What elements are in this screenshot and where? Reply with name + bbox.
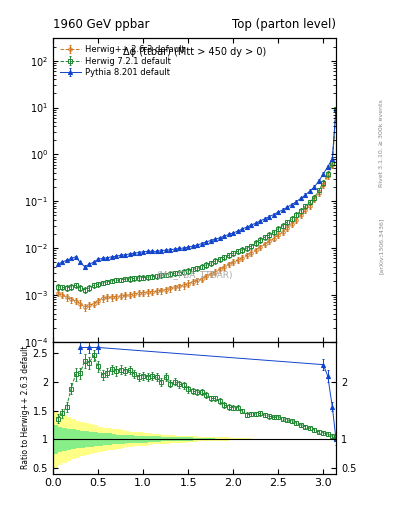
Text: Δϕ (t̅tbar) (Mtt > 450 dy > 0): Δϕ (t̅tbar) (Mtt > 450 dy > 0) xyxy=(123,48,266,57)
Text: Rivet 3.1.10, ≥ 300k events: Rivet 3.1.10, ≥ 300k events xyxy=(379,99,384,187)
Legend: Herwig++ 2.6.3 default, Herwig 7.2.1 default, Pythia 8.201 default: Herwig++ 2.6.3 default, Herwig 7.2.1 def… xyxy=(57,42,187,79)
Text: Top (parton level): Top (parton level) xyxy=(232,18,336,31)
Text: (MC_FBA_TTBAR): (MC_FBA_TTBAR) xyxy=(156,270,233,280)
Y-axis label: Ratio to Herwig++ 2.6.3 default: Ratio to Herwig++ 2.6.3 default xyxy=(21,346,30,470)
Text: [arXiv:1306.3436]: [arXiv:1306.3436] xyxy=(379,218,384,274)
Text: 1960 GeV ppbar: 1960 GeV ppbar xyxy=(53,18,150,31)
